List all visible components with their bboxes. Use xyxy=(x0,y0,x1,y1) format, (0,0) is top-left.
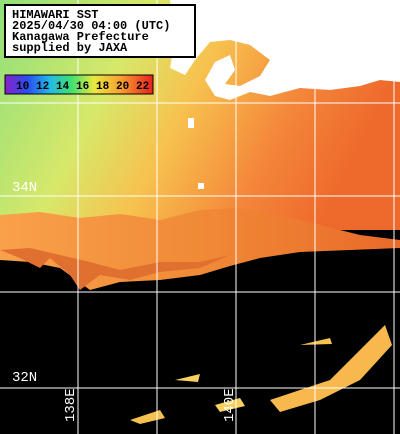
color-scale xyxy=(4,74,154,95)
legend-labels: 10 12 14 16 18 20 22 xyxy=(16,81,149,93)
land xyxy=(170,0,400,100)
lat-label: 34N xyxy=(12,180,37,196)
header-line: HIMAWARI SST xyxy=(12,8,98,22)
legend-label: 12 xyxy=(36,81,49,93)
header-line: 2025/04/30 04:00 (UTC) xyxy=(12,19,170,33)
lat-label: 32N xyxy=(12,370,37,386)
legend-label: 14 xyxy=(56,81,70,93)
legend-label: 20 xyxy=(116,81,129,93)
header-box xyxy=(4,4,196,58)
lon-label: 138E xyxy=(63,388,79,422)
legend-label: 16 xyxy=(76,81,89,93)
lon-label: 140E xyxy=(222,388,238,422)
legend-label: 18 xyxy=(96,81,110,93)
island xyxy=(188,118,194,128)
legend-label: 10 xyxy=(16,81,29,93)
header-line: supplied by JAXA xyxy=(12,41,128,55)
header-line: Kanagawa Prefecture xyxy=(12,30,149,44)
island xyxy=(198,183,204,189)
legend-label: 22 xyxy=(136,81,149,93)
